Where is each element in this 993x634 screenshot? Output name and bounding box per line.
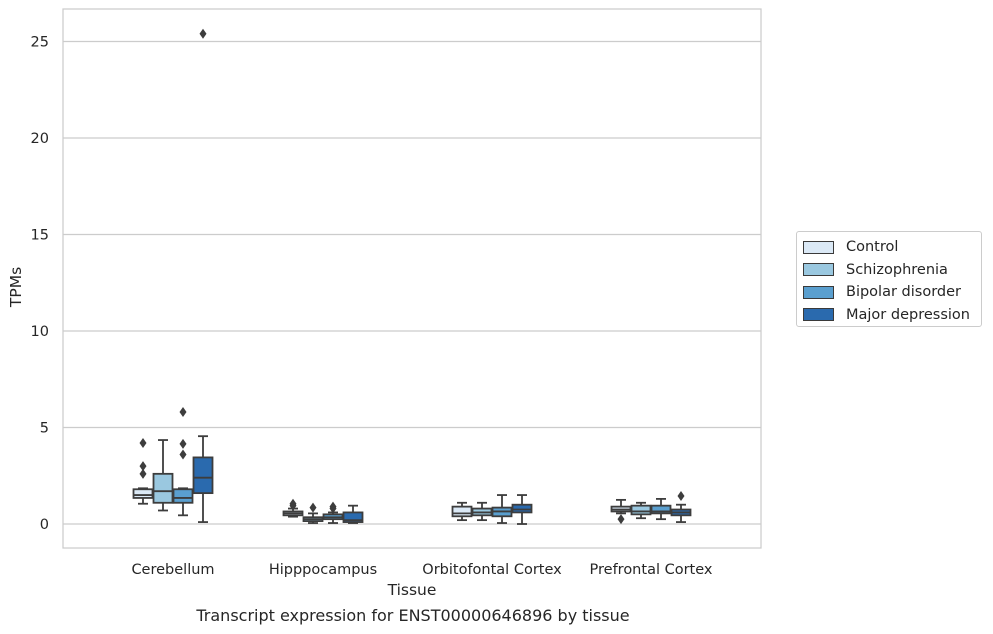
box-1-3	[630, 501, 652, 520]
y-tick-label: 20	[31, 131, 49, 147]
y-tick-label: 0	[40, 517, 49, 533]
box-2-3	[650, 498, 672, 521]
box-0-3	[610, 498, 632, 525]
figure-caption: Transcript expression for ENST0000064689…	[196, 606, 630, 625]
legend-swatch	[803, 308, 834, 322]
plot-area-frame	[62, 8, 762, 549]
outlier-marker	[329, 501, 337, 512]
box-0-2	[451, 501, 473, 522]
legend: Control Schizophrenia Bipolar disorder Majo…	[796, 231, 982, 327]
box-body	[451, 505, 473, 518]
box-body	[650, 504, 672, 515]
legend-swatch	[803, 263, 834, 277]
box-3-2	[511, 494, 533, 525]
x-tick-label: Hipppocampus	[269, 562, 377, 578]
outlier-marker	[179, 449, 187, 460]
outlier-marker	[199, 28, 207, 39]
box-3-0	[192, 28, 214, 523]
y-axis-label: TPMs	[7, 267, 25, 308]
legend-swatch	[803, 285, 834, 299]
outlier-marker	[289, 498, 297, 509]
x-tick-label: Cerebellum	[131, 562, 214, 578]
outlier-marker	[139, 461, 147, 472]
y-axis-ticks: 0 5 10 15 20 25	[31, 35, 49, 534]
legend-label: Control	[846, 239, 899, 256]
legend-item: Schizophrenia	[803, 259, 981, 282]
y-tick-label: 5	[40, 421, 49, 437]
legend-label: Major depression	[846, 306, 970, 323]
x-tick-label: Orbitofontal Cortex	[422, 562, 562, 578]
legend-item: Major depression	[803, 304, 981, 327]
box-2-0	[172, 407, 194, 517]
outlier-marker	[617, 514, 625, 525]
x-tick-label: Prefrontal Cortex	[590, 562, 713, 578]
legend-label: Bipolar disorder	[846, 284, 961, 301]
outlier-marker	[179, 407, 187, 418]
box-2-2	[491, 494, 513, 524]
box-groups	[132, 28, 692, 525]
legend-item: Bipolar disorder	[803, 281, 981, 304]
box-body	[511, 503, 533, 514]
legend-swatch	[803, 240, 834, 254]
box-1-1	[302, 502, 324, 524]
box-3-3	[670, 491, 692, 523]
box-2-1	[322, 501, 344, 524]
outlier-marker	[139, 468, 147, 479]
outlier-marker	[309, 502, 317, 513]
legend-item: Control	[803, 236, 981, 259]
box-body	[172, 488, 194, 504]
gridlines	[63, 40, 761, 525]
box-1-0	[152, 439, 174, 512]
outlier-marker	[179, 438, 187, 449]
x-axis-ticks: Cerebellum Hipppocampus Orbitofontal Corte…	[131, 562, 712, 578]
box-body	[152, 472, 174, 504]
box-body	[342, 511, 364, 523]
box-body	[630, 504, 652, 516]
box-1-2	[471, 501, 493, 522]
y-tick-label: 25	[31, 35, 49, 51]
box-0-0	[132, 437, 154, 505]
x-axis-label: Tissue	[387, 581, 437, 599]
outlier-marker	[139, 437, 147, 448]
y-tick-label: 15	[31, 228, 49, 244]
box-3-1	[342, 504, 364, 524]
box-body	[132, 488, 154, 499]
box-0-1	[282, 498, 304, 518]
box-body	[192, 456, 214, 495]
outlier-marker	[677, 491, 685, 502]
legend-label: Schizophrenia	[846, 261, 948, 278]
y-tick-label: 10	[31, 324, 49, 340]
